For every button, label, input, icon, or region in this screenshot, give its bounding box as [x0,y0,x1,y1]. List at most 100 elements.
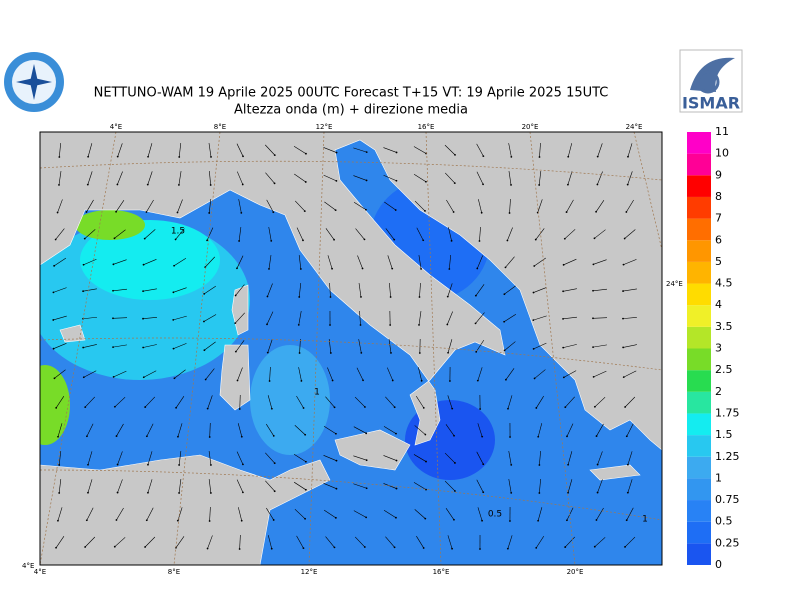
arrow-head [331,268,333,270]
arrow-head [116,435,118,437]
arrow-head [142,318,144,320]
arrow-head [177,212,179,214]
arrow-head [567,156,569,158]
arrow-head [305,461,307,463]
arrow-head [365,209,367,211]
colorbar-box [687,284,711,306]
arrow-head [424,434,426,436]
arrow-head [205,379,207,381]
colorbar-box [687,132,711,154]
arrow-head [86,211,88,213]
arrow-head [597,156,599,158]
arrow-head [418,324,420,326]
arrow-head [510,184,512,186]
arrow-head [594,237,596,239]
arrow-head [479,408,481,410]
colorbar-box [687,543,711,565]
arrow-head [242,463,244,465]
arrow-head [396,152,398,154]
arrow-head [239,408,241,410]
arrow-head [273,519,275,521]
arrow-head [335,517,337,519]
arrow-head [453,435,455,437]
arrow-head [626,435,628,437]
arrow-head [597,464,599,466]
arrow-head [236,267,238,269]
corner-label: 4°E [22,562,34,570]
arrow-head [237,380,239,382]
arrow-head [335,209,337,211]
arrow-head [117,492,119,494]
arrow-head [86,519,88,521]
arrow-head [55,547,57,549]
arrow-head [421,380,423,382]
arrow-head [595,211,597,213]
arrow-head [364,406,366,408]
arrow-head [394,546,396,548]
arrow-head [142,347,144,349]
arrow-head [593,376,595,378]
arrow-head [144,546,146,548]
arrow-head [242,184,244,186]
arrow-head [424,518,426,520]
arrow-head [336,152,338,154]
arrow-head [533,292,535,294]
arrow-head [366,459,368,461]
arrow-head [173,265,175,267]
colorbar-box [687,500,711,522]
arrow-head [366,151,368,153]
subtitle: Altezza onda (m) + direzione media [234,103,468,118]
colorbar-label: 10 [715,147,729,160]
lon-label: 24°E [626,123,643,131]
arrow-head [82,347,84,349]
arrow-head [592,290,594,292]
arrow-head [453,519,455,521]
arrow-head [562,347,564,349]
arrow-head [627,184,629,186]
arrow-head [332,380,334,382]
colorbar-label: 3.5 [715,320,733,333]
arrow-head [422,239,424,241]
arrow-head [235,295,237,297]
arrow-head [390,352,392,354]
arrow-head [207,408,209,410]
colorbar-box [687,435,711,457]
arrow-head [142,290,144,292]
arrow-head [210,156,212,158]
colorbar-box [687,370,711,392]
arrow-head [535,547,537,549]
arrow-head [83,264,85,266]
arrow-head [627,464,629,466]
arrow-head [87,492,89,494]
arrow-head [564,546,566,548]
lon-label: 12°E [316,123,333,131]
arrow-head [178,492,180,494]
arrow-head [114,406,116,408]
arrow-head [538,184,540,186]
arrow-head [481,212,483,214]
contour-label: 1.5 [171,227,185,237]
arrow-head [563,264,565,266]
arrow-head [53,348,55,350]
arrow-head [53,265,55,267]
arrow-head [454,462,456,464]
arrow-head [329,324,331,326]
arrow-head [112,290,114,292]
arrow-head [475,351,477,353]
colorbar-label: 1.25 [715,450,740,463]
arrow-head [235,351,237,353]
arrow-head [396,488,398,490]
arrow-head [424,210,426,212]
arrow-head [453,211,455,213]
lon-label: 8°E [214,123,226,131]
arrow-head [58,492,60,494]
arrow-head [147,184,149,186]
arrow-head [623,264,625,266]
arrow-head [270,240,272,242]
arrow-head [510,156,512,158]
colorbar-label: 5 [715,255,722,268]
arrow-head [566,435,568,437]
arrow-head [567,184,569,186]
colorbar-label: 1.5 [715,428,733,441]
arrow-head [594,406,596,408]
